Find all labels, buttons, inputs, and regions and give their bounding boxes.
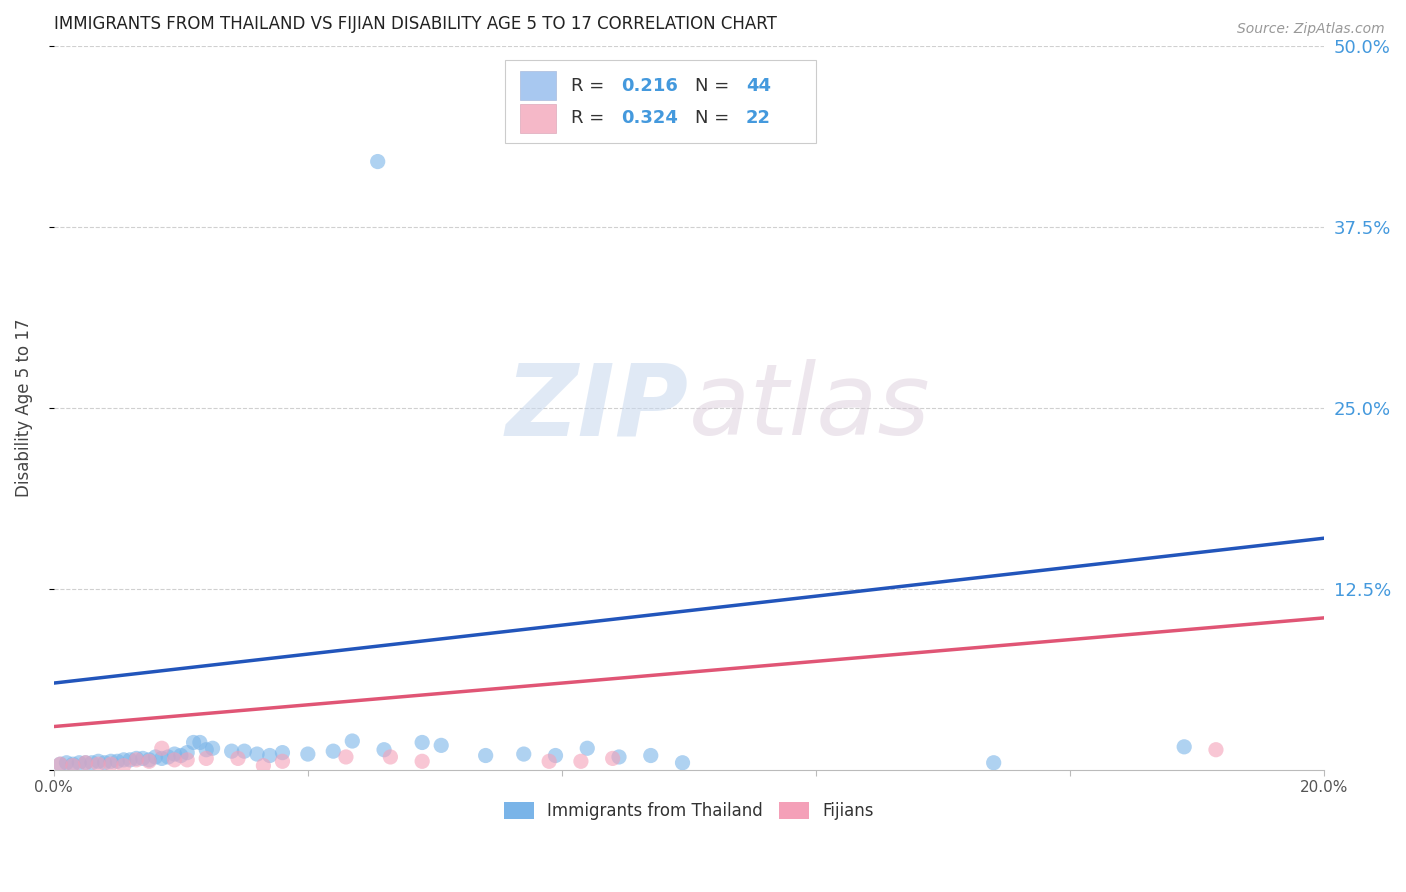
Point bbox=[513, 747, 536, 761]
Point bbox=[176, 753, 198, 767]
Point bbox=[87, 754, 110, 768]
Point bbox=[233, 744, 256, 758]
Point bbox=[322, 744, 344, 758]
Point bbox=[183, 735, 205, 749]
Point bbox=[93, 756, 115, 770]
Text: ZIP: ZIP bbox=[506, 359, 689, 457]
Point bbox=[983, 756, 1005, 770]
Point bbox=[132, 751, 155, 765]
Text: R =: R = bbox=[571, 77, 610, 95]
Text: 22: 22 bbox=[747, 109, 770, 127]
Text: IMMIGRANTS FROM THAILAND VS FIJIAN DISABILITY AGE 5 TO 17 CORRELATION CHART: IMMIGRANTS FROM THAILAND VS FIJIAN DISAB… bbox=[53, 15, 776, 33]
Point bbox=[1205, 742, 1227, 756]
Point bbox=[125, 753, 148, 767]
Point bbox=[49, 757, 72, 772]
Point bbox=[474, 748, 496, 763]
Point bbox=[62, 757, 84, 772]
Point bbox=[411, 735, 433, 749]
Point bbox=[640, 748, 662, 763]
Point bbox=[538, 754, 561, 768]
Point bbox=[373, 742, 395, 756]
Text: atlas: atlas bbox=[689, 359, 931, 457]
Text: Source: ZipAtlas.com: Source: ZipAtlas.com bbox=[1237, 22, 1385, 37]
Point bbox=[87, 757, 110, 772]
Y-axis label: Disability Age 5 to 17: Disability Age 5 to 17 bbox=[15, 318, 32, 497]
Point bbox=[259, 748, 281, 763]
Point bbox=[100, 757, 122, 772]
Point bbox=[112, 758, 135, 772]
Point bbox=[80, 756, 103, 770]
Point bbox=[1173, 739, 1195, 754]
Point bbox=[271, 746, 294, 760]
Text: 0.324: 0.324 bbox=[621, 109, 679, 127]
Point bbox=[157, 750, 180, 764]
Point bbox=[671, 756, 693, 770]
Point bbox=[67, 756, 90, 770]
FancyBboxPatch shape bbox=[505, 60, 815, 144]
Point bbox=[297, 747, 319, 761]
Point bbox=[75, 756, 97, 770]
Point bbox=[576, 741, 599, 756]
Bar bbox=[520, 71, 555, 100]
Legend: Immigrants from Thailand, Fijians: Immigrants from Thailand, Fijians bbox=[496, 796, 880, 827]
Point bbox=[380, 750, 402, 764]
Point bbox=[544, 748, 567, 763]
Point bbox=[62, 758, 84, 772]
Point bbox=[607, 750, 630, 764]
Point bbox=[367, 154, 389, 169]
Point bbox=[55, 756, 77, 770]
Point bbox=[246, 747, 269, 761]
Bar bbox=[520, 103, 555, 133]
Point bbox=[112, 753, 135, 767]
Point bbox=[195, 751, 218, 765]
Point bbox=[176, 746, 198, 760]
Point bbox=[271, 754, 294, 768]
Text: N =: N = bbox=[695, 77, 735, 95]
Point bbox=[49, 757, 72, 772]
Point bbox=[100, 754, 122, 768]
Point bbox=[138, 753, 160, 767]
Point bbox=[105, 754, 128, 768]
Point bbox=[411, 754, 433, 768]
Point bbox=[170, 748, 193, 763]
Point bbox=[226, 751, 249, 765]
Point bbox=[201, 741, 224, 756]
Point bbox=[335, 750, 357, 764]
Point bbox=[195, 742, 218, 756]
Point bbox=[569, 754, 592, 768]
Point bbox=[150, 741, 173, 756]
Point bbox=[118, 753, 141, 767]
Point bbox=[430, 739, 453, 753]
Point bbox=[145, 750, 167, 764]
Point bbox=[150, 751, 173, 765]
Point bbox=[125, 751, 148, 765]
Text: 0.216: 0.216 bbox=[621, 77, 679, 95]
Text: 44: 44 bbox=[747, 77, 770, 95]
Point bbox=[75, 756, 97, 770]
Point bbox=[163, 753, 186, 767]
Point bbox=[221, 744, 243, 758]
Point bbox=[163, 747, 186, 761]
Text: N =: N = bbox=[695, 109, 735, 127]
Point bbox=[342, 734, 364, 748]
Point bbox=[252, 758, 274, 772]
Text: R =: R = bbox=[571, 109, 610, 127]
Point bbox=[188, 735, 211, 749]
Point bbox=[602, 751, 624, 765]
Point bbox=[138, 754, 160, 768]
